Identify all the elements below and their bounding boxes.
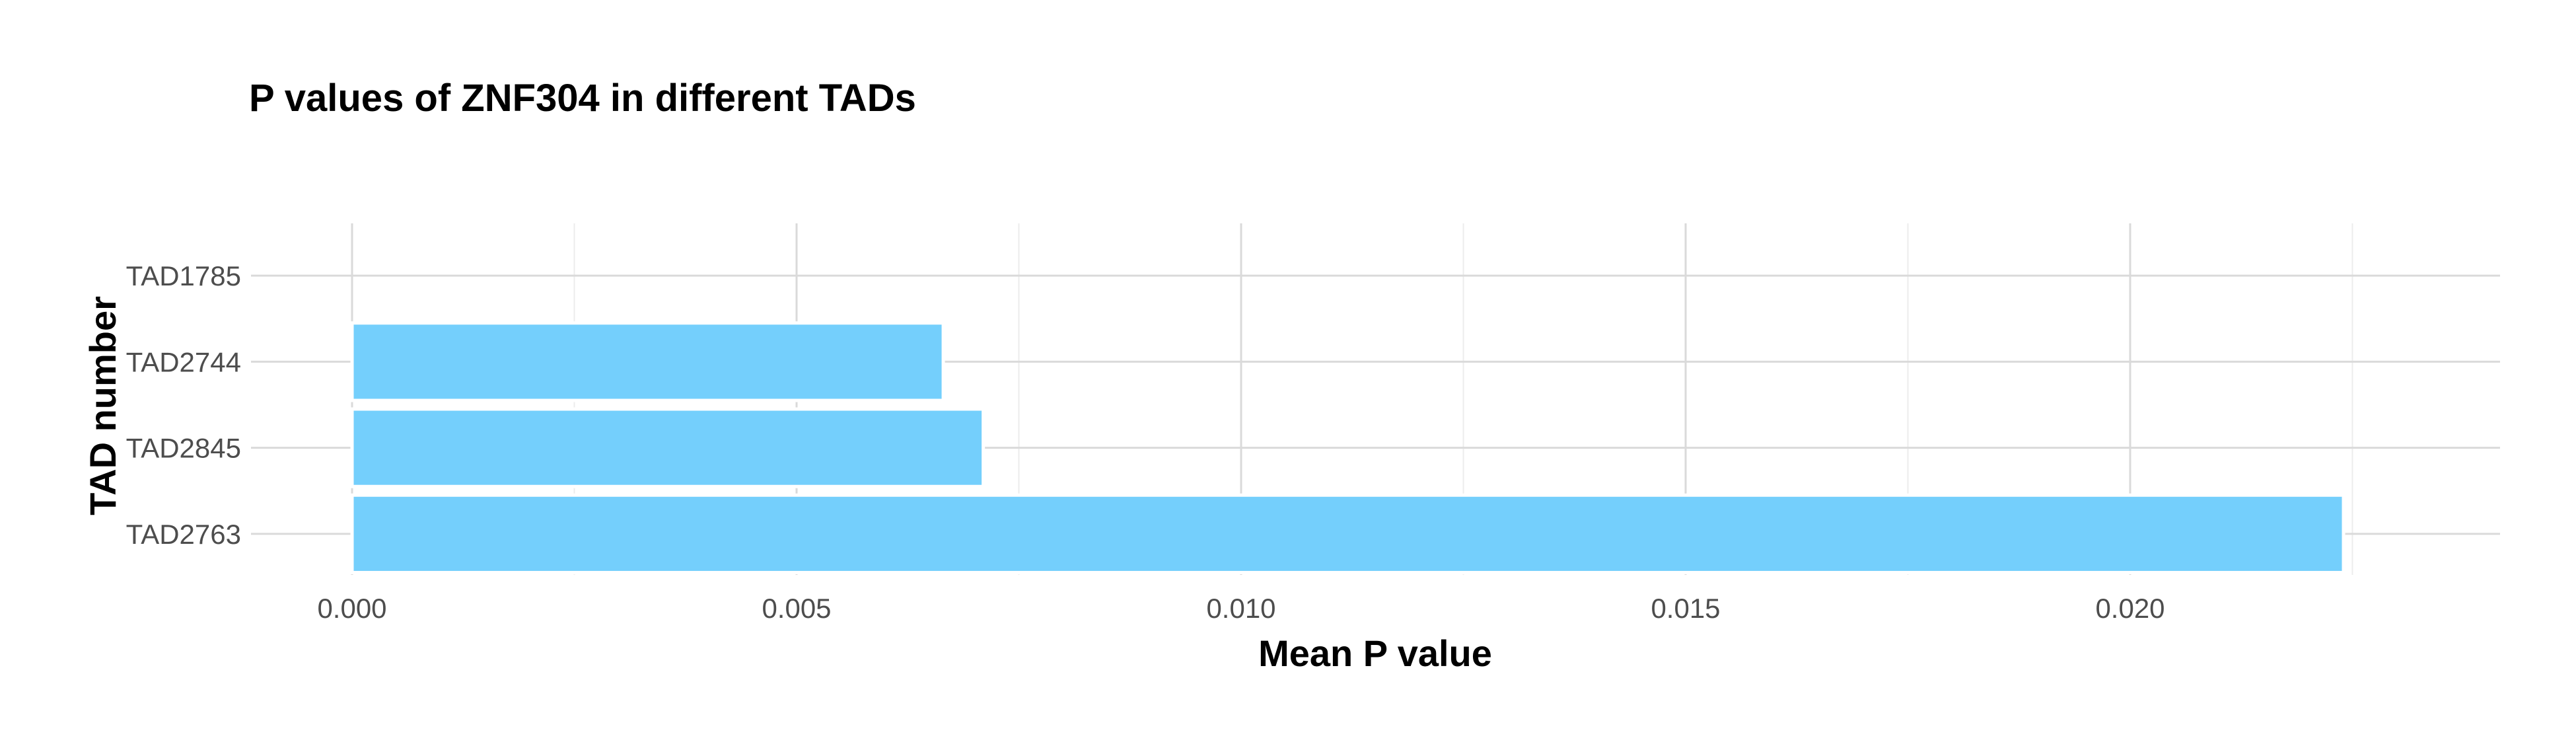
- x-tick-label: 0.005: [762, 593, 831, 624]
- x-tick-label: 0.010: [1206, 593, 1275, 624]
- bar-tad2845: [350, 407, 985, 488]
- y-axis-tick-labels: TAD1785 TAD2744 TAD2845 TAD2763: [126, 260, 241, 550]
- x-axis-tick-labels: 0.000 0.005 0.010 0.015 0.020: [317, 593, 2165, 624]
- chart-title: P values of ZNF304 in different TADs: [249, 77, 916, 120]
- y-tick-label: TAD2845: [126, 433, 241, 464]
- bar-tad2763: [350, 493, 2345, 574]
- y-tick-label: TAD2763: [126, 519, 241, 550]
- y-tick-label: TAD1785: [126, 260, 241, 291]
- y-tick-label: TAD2744: [126, 346, 241, 377]
- x-axis-title: Mean P value: [1258, 632, 1492, 674]
- x-tick-label: 0.020: [2095, 593, 2165, 624]
- x-tick-label: 0.000: [317, 593, 386, 624]
- bars: [350, 321, 2345, 574]
- bar-tad2744: [350, 321, 945, 402]
- x-tick-label: 0.015: [1651, 593, 1720, 624]
- y-axis-title: TAD number: [82, 296, 124, 515]
